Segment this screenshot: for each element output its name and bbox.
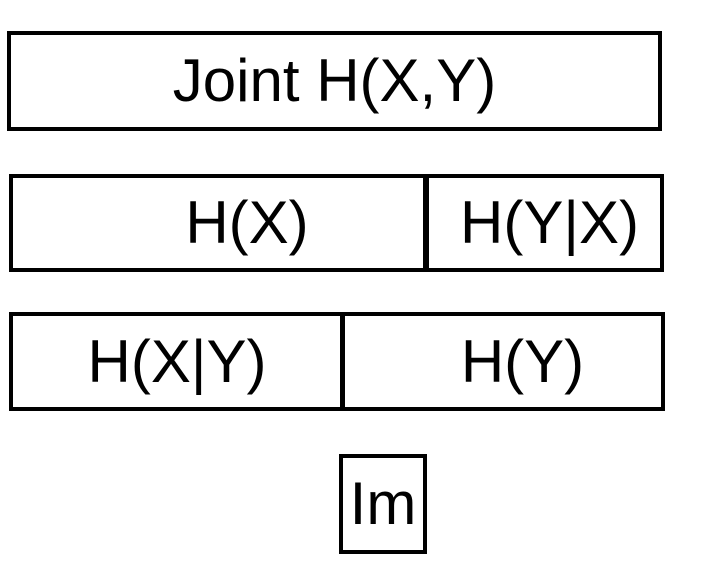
joint-entropy-label: Joint H(X,Y) <box>172 47 497 114</box>
mutual-information-box: Im <box>339 454 427 554</box>
conditional-entropy-x-given-y-box: H(X|Y) <box>9 312 345 411</box>
conditional-entropy-y-given-x-box: H(Y|X) <box>423 174 664 272</box>
entropy-y-box: H(Y) <box>340 312 665 411</box>
joint-entropy-box: Joint H(X,Y) <box>7 31 662 131</box>
mutual-information-label: Im <box>349 470 417 537</box>
entropy-x-box: H(X) <box>9 174 429 272</box>
conditional-entropy-x-given-y-label: H(X|Y) <box>87 327 267 395</box>
entropy-x-label: H(X) <box>185 189 309 256</box>
conditional-entropy-y-given-x-label: H(Y|X) <box>460 189 639 256</box>
entropy-y-label: H(Y) <box>460 327 585 395</box>
